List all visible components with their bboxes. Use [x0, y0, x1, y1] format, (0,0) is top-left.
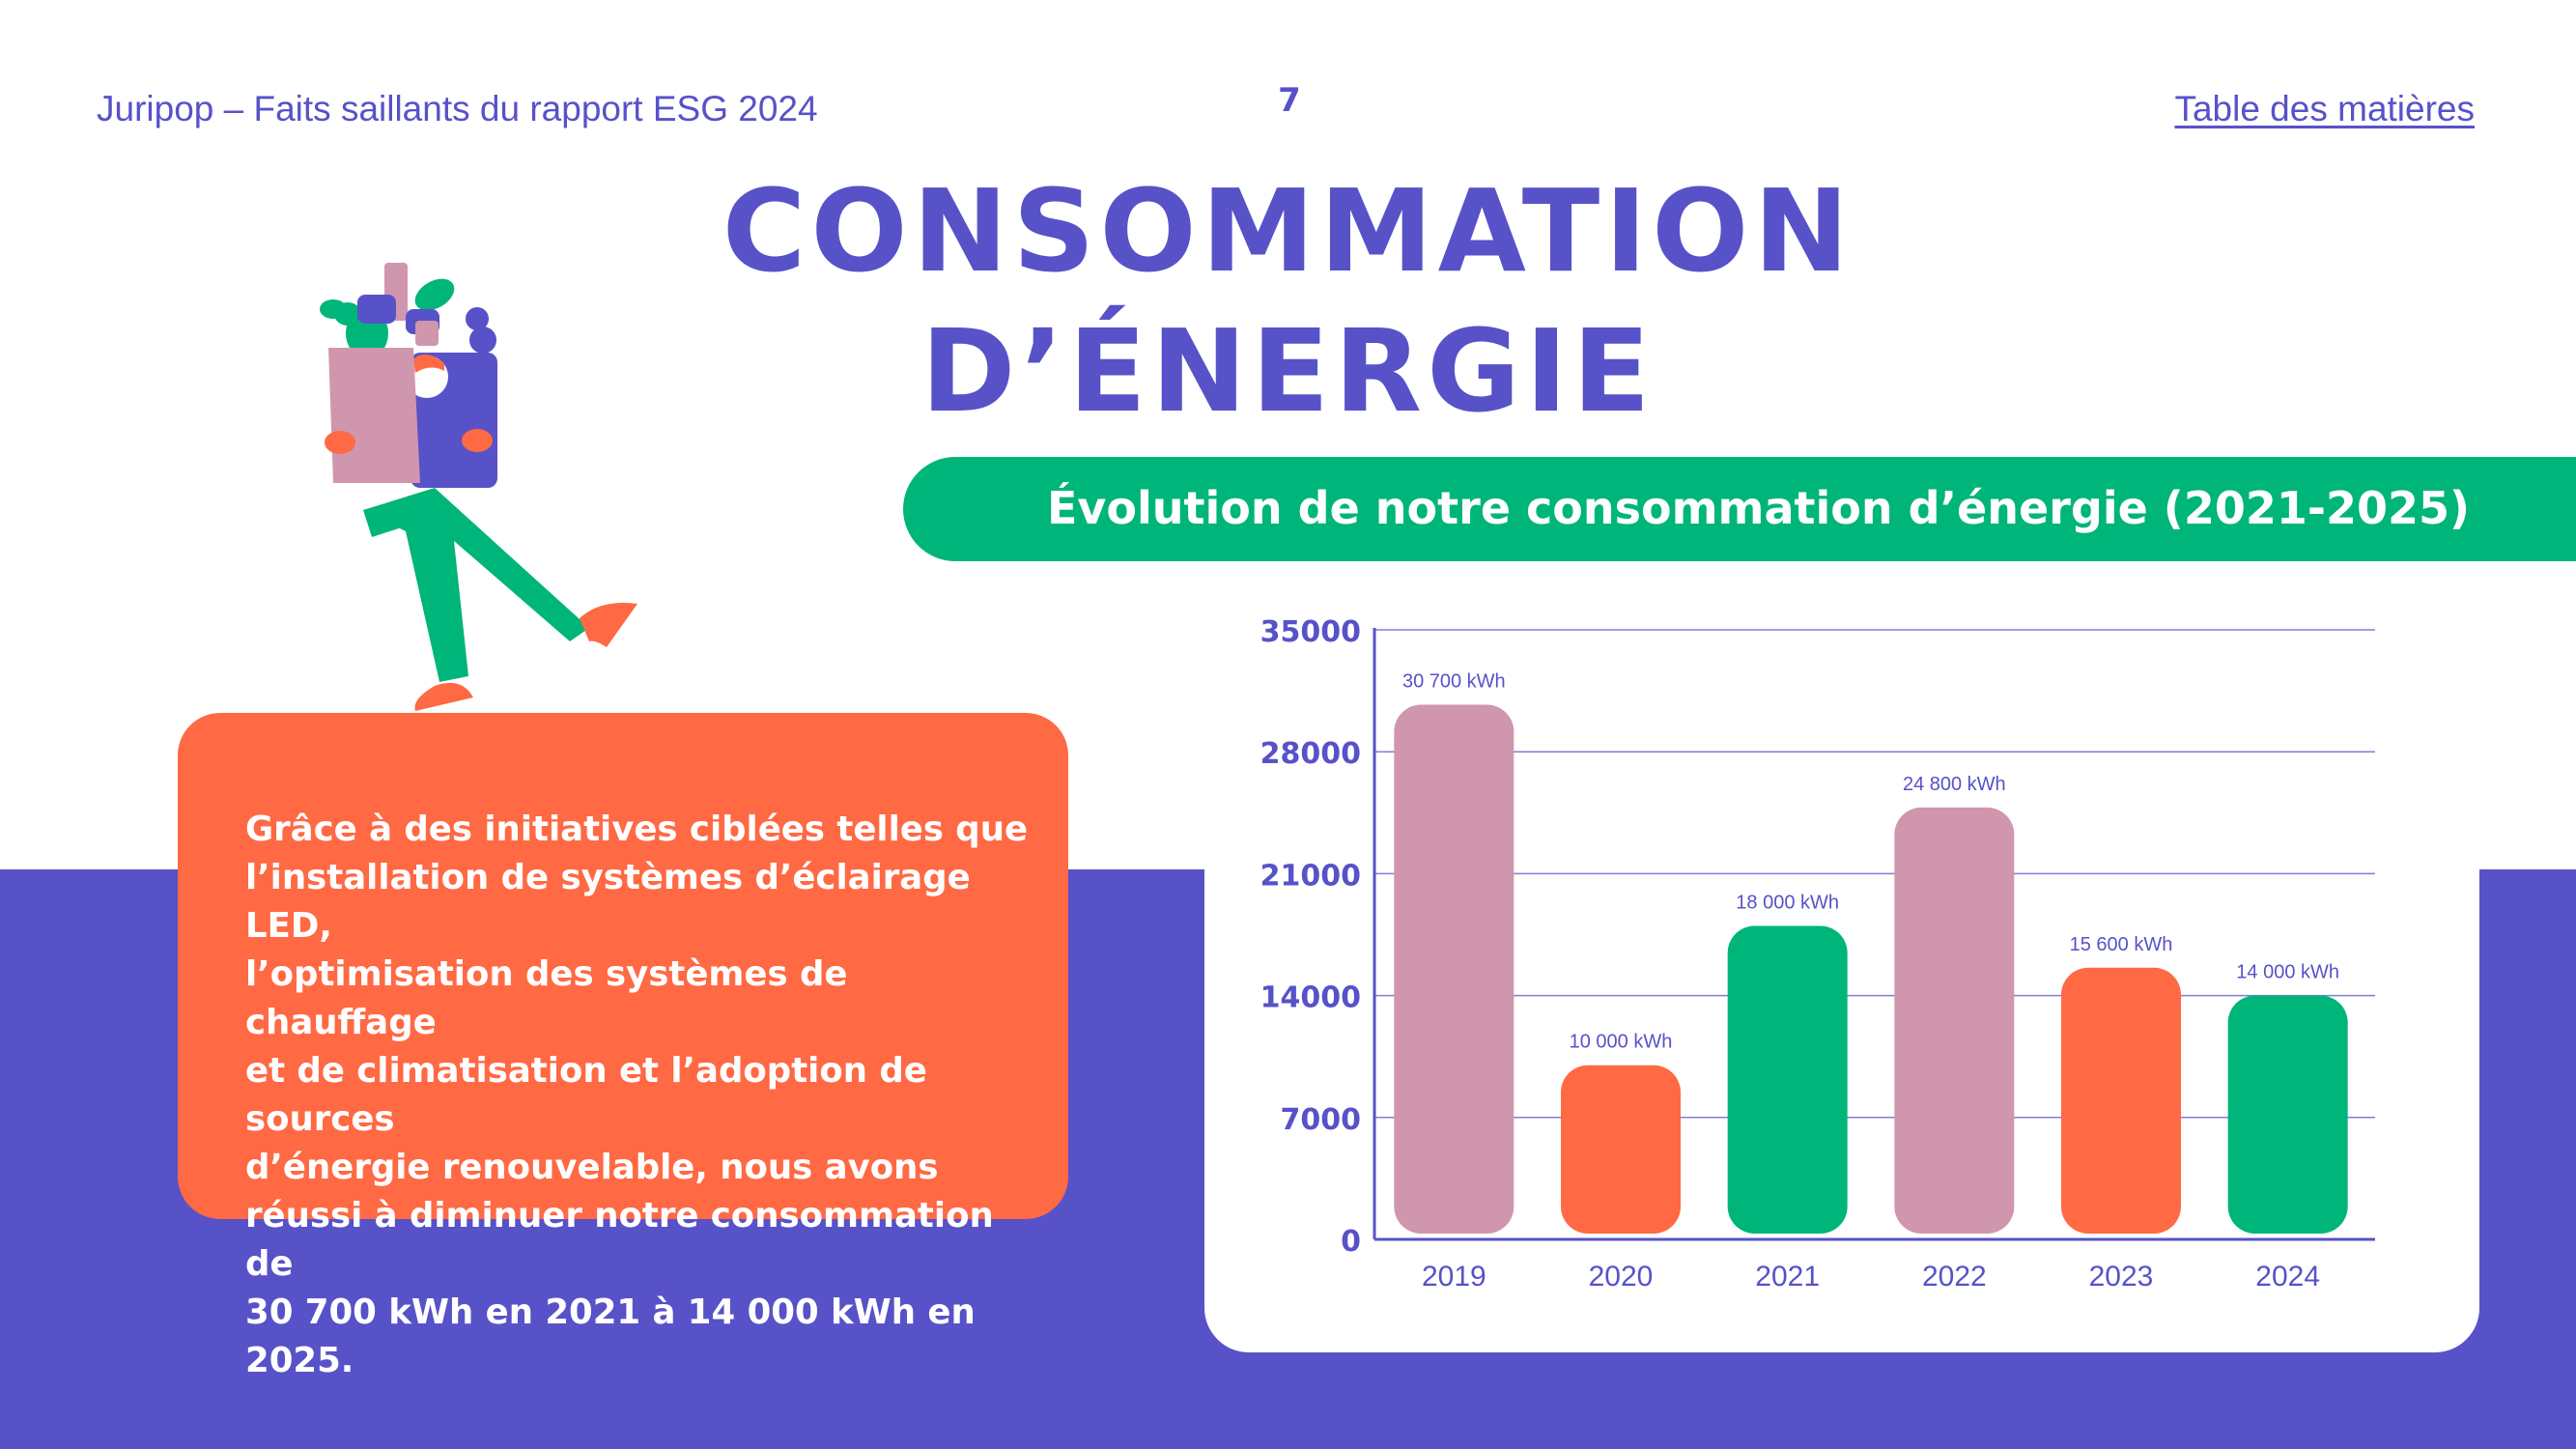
summary-text: Grâce à des initiatives ciblées telles q…	[245, 810, 1029, 1380]
person-carrying-groceries-illustration	[320, 263, 637, 711]
y-tick-label: 7000	[1281, 1103, 1362, 1137]
page-number: 7	[1278, 81, 1301, 120]
table-of-contents-link[interactable]: Table des matières	[2174, 89, 2475, 128]
data-label: 24 800 kWh	[1903, 774, 2006, 795]
x-tick-label: 2024	[2255, 1261, 2320, 1293]
x-tick-label: 2020	[1589, 1261, 1654, 1293]
page-title-line1-text: CONSOMMATION	[722, 164, 1854, 298]
data-label: 30 700 kWh	[1402, 671, 1506, 693]
bar-2020	[1561, 1065, 1681, 1234]
bar-2019	[1394, 704, 1514, 1234]
data-label: 15 600 kWh	[2070, 934, 2173, 955]
data-label: 10 000 kWh	[1570, 1032, 1673, 1053]
y-tick-label: 14000	[1260, 981, 1361, 1015]
bar-2021	[1727, 925, 1848, 1234]
page-title-line1: CONSOMMATION	[0, 174, 2576, 288]
data-label: 18 000 kWh	[1736, 892, 1839, 913]
page-title-line2-text: D’ÉNERGIE	[920, 304, 1656, 438]
x-tick-label: 2021	[1755, 1261, 1820, 1293]
bar-2022	[1894, 807, 2015, 1234]
x-tick-label: 2023	[2089, 1261, 2154, 1293]
data-label: 14 000 kWh	[2236, 962, 2339, 983]
chart-title: Évolution de notre consommation d’énergi…	[1047, 482, 2470, 534]
x-tick-label: 2019	[1422, 1261, 1486, 1293]
page-title-line2: D’ÉNERGIE	[0, 314, 2576, 428]
summary-card: Grâce à des initiatives ciblées telles q…	[178, 713, 1068, 1380]
y-tick-label: 21000	[1260, 859, 1361, 893]
bar-2024	[2227, 995, 2348, 1234]
y-tick-label: 0	[1341, 1225, 1361, 1259]
y-tick-label: 35000	[1260, 615, 1361, 649]
chart-title-banner: Évolution de notre consommation d’énergi…	[903, 457, 2576, 561]
energy-consumption-bar-chart: 0 7000 14000 21000 28000 35000 30 700 kWh 2019 1…	[1260, 615, 2375, 1293]
y-tick-label: 28000	[1260, 737, 1361, 771]
x-tick-label: 2022	[1922, 1261, 1987, 1293]
report-header-title: Juripop – Faits saillants du rapport ESG…	[97, 89, 818, 128]
bar-2023	[2061, 967, 2181, 1234]
